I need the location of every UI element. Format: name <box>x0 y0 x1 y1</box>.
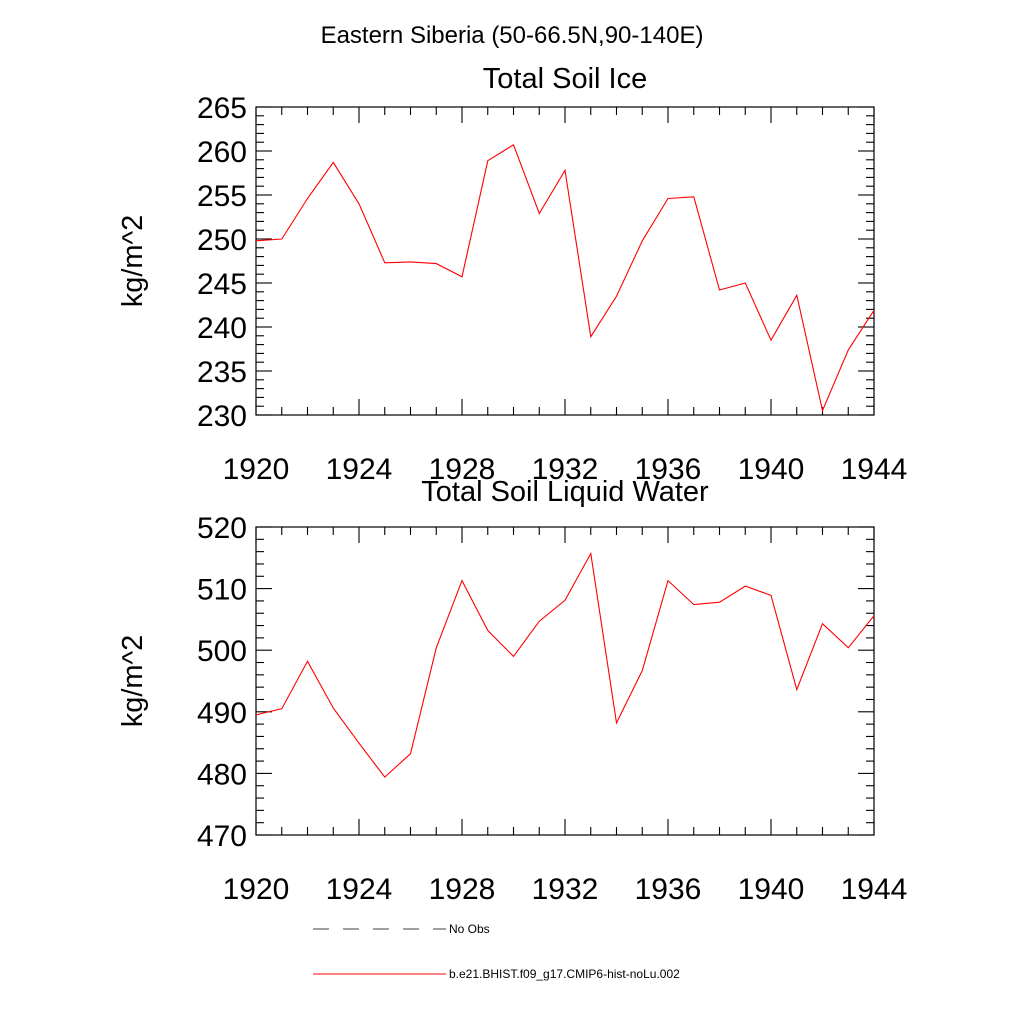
x-tick-label: 1940 <box>738 873 805 906</box>
x-tick-label: 1920 <box>223 453 290 486</box>
y-tick-label: 480 <box>197 758 247 791</box>
panel-total-soil-ice: Total Soil Ice kg/m^2 1920 1924 1928 1932 19… <box>117 63 907 486</box>
y-axis-label: kg/m^2 <box>117 215 149 308</box>
panel-total-soil-liquid-water: Total Soil Liquid Water kg/m^2 1920 1924 1… <box>117 476 907 906</box>
x-tick-label: 1928 <box>429 453 496 486</box>
x-tick-label: 1944 <box>841 873 908 906</box>
x-tick-label: 1936 <box>635 453 702 486</box>
legend-model-label: b.e21.BHIST.f09_g17.CMIP6-hist-noLu.002 <box>449 967 680 981</box>
y-tick-label: 520 <box>197 512 247 545</box>
plot-frame <box>255 526 875 836</box>
y-tick-label: 230 <box>197 400 247 433</box>
y-tick-label: 245 <box>197 268 247 301</box>
y-tick-label: 510 <box>197 574 247 607</box>
y-tick-label: 250 <box>197 224 247 257</box>
plot-frame <box>255 106 875 416</box>
x-tick-label: 1924 <box>326 453 393 486</box>
y-tick-label: 260 <box>197 136 247 169</box>
x-tick-label: 1920 <box>223 873 290 906</box>
series-line <box>255 551 875 778</box>
legend-obs-label: No Obs <box>449 922 490 936</box>
y-tick-label: 255 <box>197 180 247 213</box>
x-tick-label: 1940 <box>738 453 805 486</box>
x-tick-label: 1924 <box>326 873 393 906</box>
y-tick-label: 240 <box>197 312 247 345</box>
legend: No Obs b.e21.BHIST.f09_g17.CMIP6-hist-no… <box>313 922 680 981</box>
x-tick-label: 1944 <box>841 453 908 486</box>
y-tick-label: 490 <box>197 697 247 730</box>
x-tick-label: 1936 <box>635 873 702 906</box>
x-tick-label: 1928 <box>429 873 496 906</box>
x-tick-label: 1932 <box>532 453 599 486</box>
x-tick-label: 1932 <box>532 873 599 906</box>
y-tick-label: 235 <box>197 356 247 389</box>
y-tick-label: 500 <box>197 635 247 668</box>
y-axis-label: kg/m^2 <box>117 635 149 728</box>
series-line <box>255 143 875 413</box>
figure-suptitle: Eastern Siberia (50-66.5N,90-140E) <box>321 22 704 49</box>
y-tick-label: 265 <box>197 92 247 125</box>
panel-title: Total Soil Liquid Water <box>421 476 709 508</box>
panel-title: Total Soil Ice <box>483 63 647 95</box>
y-tick-label: 470 <box>197 820 247 853</box>
